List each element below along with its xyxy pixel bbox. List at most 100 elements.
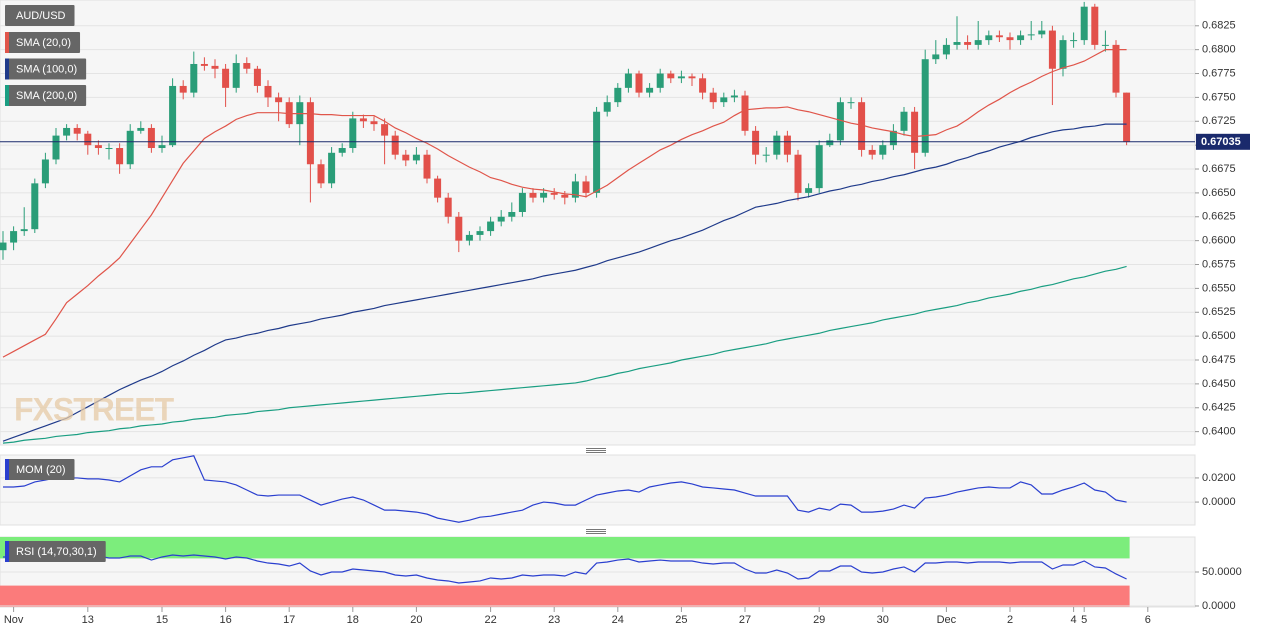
x-tick-label: Nov bbox=[4, 614, 24, 626]
last-price-label: 0.67035 bbox=[1201, 136, 1241, 148]
x-tick-label: 24 bbox=[612, 614, 624, 626]
candle-body bbox=[497, 216, 505, 222]
candle-body bbox=[455, 216, 463, 241]
indicator-line bbox=[3, 455, 1127, 523]
candle-body bbox=[762, 154, 770, 156]
x-tick-label: 18 bbox=[347, 614, 359, 626]
candle-body bbox=[317, 164, 325, 184]
candle-body bbox=[306, 102, 314, 165]
candle-body bbox=[137, 127, 145, 131]
candle-body bbox=[63, 127, 71, 136]
candle-body bbox=[794, 154, 802, 193]
candle-body bbox=[381, 124, 389, 136]
legend-item: RSI (14,70,30,1) bbox=[5, 541, 106, 562]
indicator-line bbox=[2, 49, 1127, 358]
y-tick-label: 0.6650 bbox=[1202, 187, 1236, 199]
x-tick-label: 23 bbox=[548, 614, 560, 626]
candle-body bbox=[338, 148, 346, 153]
legend-item: MOM (20) bbox=[5, 459, 75, 480]
candle-body bbox=[222, 68, 230, 88]
y-tick-label: 0.6525 bbox=[1202, 306, 1236, 318]
candle-body bbox=[200, 63, 208, 66]
legend-swatch bbox=[5, 541, 9, 562]
candle-body bbox=[582, 181, 590, 193]
candle-body bbox=[232, 63, 240, 88]
candle-body bbox=[1017, 35, 1025, 41]
indicator-line bbox=[3, 554, 1127, 584]
y-tick-label: 0.6550 bbox=[1202, 282, 1236, 294]
legend-box bbox=[5, 541, 106, 562]
candle-body bbox=[603, 102, 611, 112]
legend-item: SMA (100,0) bbox=[5, 58, 87, 80]
candle-body bbox=[942, 44, 950, 55]
candle-body bbox=[995, 35, 1003, 38]
x-tick-label: 5 bbox=[1081, 614, 1087, 626]
candle-body bbox=[1048, 30, 1056, 69]
candle-body bbox=[688, 76, 696, 79]
candle-body bbox=[593, 111, 601, 193]
candle-body bbox=[815, 145, 823, 189]
y-tick-label: 0.0000 bbox=[1202, 496, 1236, 508]
legend-label: RSI (14,70,30,1) bbox=[16, 546, 97, 558]
candle-body bbox=[264, 85, 272, 98]
candle-body bbox=[94, 145, 102, 149]
candle-body bbox=[783, 135, 791, 155]
candle-body bbox=[667, 73, 675, 79]
legend-label: AUD/USD bbox=[16, 10, 66, 22]
candle-body bbox=[402, 154, 410, 161]
legend-item: AUD/USD bbox=[5, 5, 75, 26]
candle-body bbox=[423, 154, 431, 179]
panel-resizer[interactable] bbox=[586, 448, 606, 453]
y-tick-label: 0.6450 bbox=[1202, 378, 1236, 390]
candle-body bbox=[1101, 44, 1109, 46]
candle-body bbox=[624, 73, 632, 88]
panel-resizer[interactable] bbox=[586, 529, 606, 534]
candle-body bbox=[328, 152, 336, 184]
candle-body bbox=[561, 194, 569, 198]
mom-panel bbox=[0, 454, 1196, 526]
candle-body bbox=[444, 197, 452, 217]
candle-body bbox=[73, 127, 81, 134]
candle-body bbox=[900, 111, 908, 131]
candle-body bbox=[1006, 37, 1014, 41]
x-tick-label: 6 bbox=[1145, 614, 1151, 626]
candle-body bbox=[41, 159, 49, 184]
candle-body bbox=[699, 78, 707, 93]
y-tick-label: 0.6675 bbox=[1202, 163, 1236, 175]
candle-body bbox=[1080, 6, 1088, 41]
candle-body bbox=[858, 102, 866, 150]
y-tick-label: 0.6750 bbox=[1202, 91, 1236, 103]
candle-body bbox=[243, 63, 251, 69]
candle-body bbox=[826, 140, 834, 146]
candle-body bbox=[158, 145, 166, 149]
y-tick-label: 0.6825 bbox=[1202, 20, 1236, 32]
x-tick-label: Dec bbox=[937, 614, 957, 626]
candle-body bbox=[974, 40, 982, 45]
candle-body bbox=[571, 181, 579, 198]
candle-body bbox=[169, 85, 177, 146]
candle-body bbox=[550, 192, 558, 195]
candle-body bbox=[709, 92, 717, 103]
candle-body bbox=[116, 148, 124, 165]
x-tick-label: 16 bbox=[219, 614, 231, 626]
candle-body bbox=[190, 63, 198, 93]
candle-body bbox=[84, 133, 92, 146]
y-tick-label: 0.6600 bbox=[1202, 235, 1236, 247]
watermark: FXSTREET bbox=[14, 391, 175, 427]
y-tick-label: 0.6500 bbox=[1202, 330, 1236, 342]
candle-body bbox=[985, 35, 993, 41]
candle-body bbox=[889, 130, 897, 146]
candle-body bbox=[52, 135, 60, 160]
legend-item: SMA (200,0) bbox=[5, 85, 87, 106]
candle-body bbox=[1070, 40, 1078, 42]
y-tick-label: 0.0000 bbox=[1202, 600, 1236, 612]
candle-body bbox=[1038, 30, 1046, 35]
candle-body bbox=[614, 87, 622, 103]
legend-box bbox=[5, 58, 87, 80]
candle-body bbox=[434, 178, 442, 198]
x-tick-label: 29 bbox=[813, 614, 825, 626]
oversold-zone bbox=[0, 585, 1130, 607]
x-tick-label: 30 bbox=[877, 614, 889, 626]
candle-body bbox=[911, 111, 919, 153]
